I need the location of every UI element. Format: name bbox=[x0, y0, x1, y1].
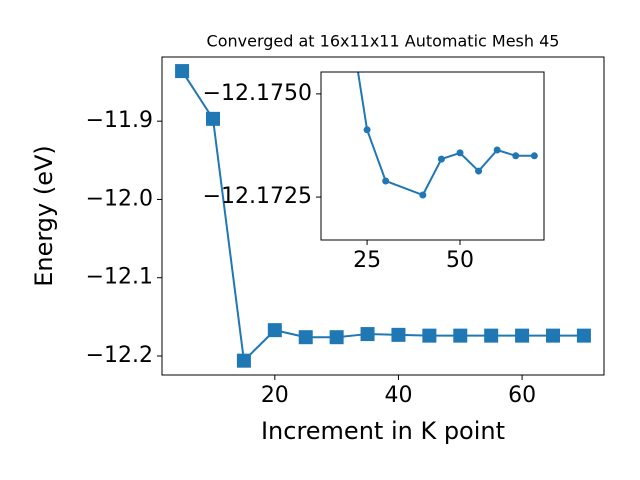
marker bbox=[484, 328, 499, 343]
plot-area bbox=[321, 72, 544, 240]
y-tick-label: −12.0 bbox=[86, 186, 153, 211]
marker bbox=[493, 146, 501, 154]
axes-frame bbox=[161, 56, 605, 376]
x-tick-label: 20 bbox=[261, 383, 289, 408]
marker bbox=[363, 126, 371, 134]
series-line bbox=[357, 72, 535, 197]
x-tick-label: 25 bbox=[353, 248, 381, 273]
y-tick-label: −12.2 bbox=[86, 343, 153, 368]
x-tick-label: 40 bbox=[384, 383, 412, 408]
marker bbox=[391, 327, 406, 342]
marker bbox=[298, 330, 313, 345]
marker bbox=[236, 353, 251, 368]
y-tick-label: −12.1750 bbox=[203, 81, 312, 106]
x-axis-label: Increment in K point bbox=[261, 417, 505, 445]
marker bbox=[175, 64, 190, 79]
y-axis-label: Energy (eV) bbox=[30, 145, 58, 287]
x-tick-label: 50 bbox=[446, 248, 474, 273]
marker bbox=[475, 167, 483, 175]
marker bbox=[329, 330, 344, 345]
marker bbox=[576, 328, 591, 343]
axes-frame bbox=[320, 71, 545, 241]
marker bbox=[382, 177, 390, 185]
y-tick-label: −12.1 bbox=[86, 265, 153, 290]
x-tick-label: 60 bbox=[508, 383, 536, 408]
marker bbox=[360, 327, 375, 342]
marker bbox=[419, 191, 427, 199]
marker bbox=[456, 149, 464, 157]
chart-title: Converged at 16x11x11 Automatic Mesh 45 bbox=[207, 32, 560, 51]
marker bbox=[515, 328, 530, 343]
y-tick-label: −11.9 bbox=[86, 108, 153, 133]
marker bbox=[512, 152, 520, 160]
marker bbox=[453, 328, 468, 343]
marker bbox=[422, 328, 437, 343]
marker bbox=[267, 323, 282, 338]
marker bbox=[530, 152, 538, 160]
plot-group bbox=[357, 72, 538, 199]
plot-group bbox=[175, 64, 591, 368]
marker bbox=[206, 111, 220, 126]
marker bbox=[546, 328, 560, 343]
y-tick-label: −12.1725 bbox=[203, 184, 312, 209]
marker bbox=[437, 155, 445, 163]
